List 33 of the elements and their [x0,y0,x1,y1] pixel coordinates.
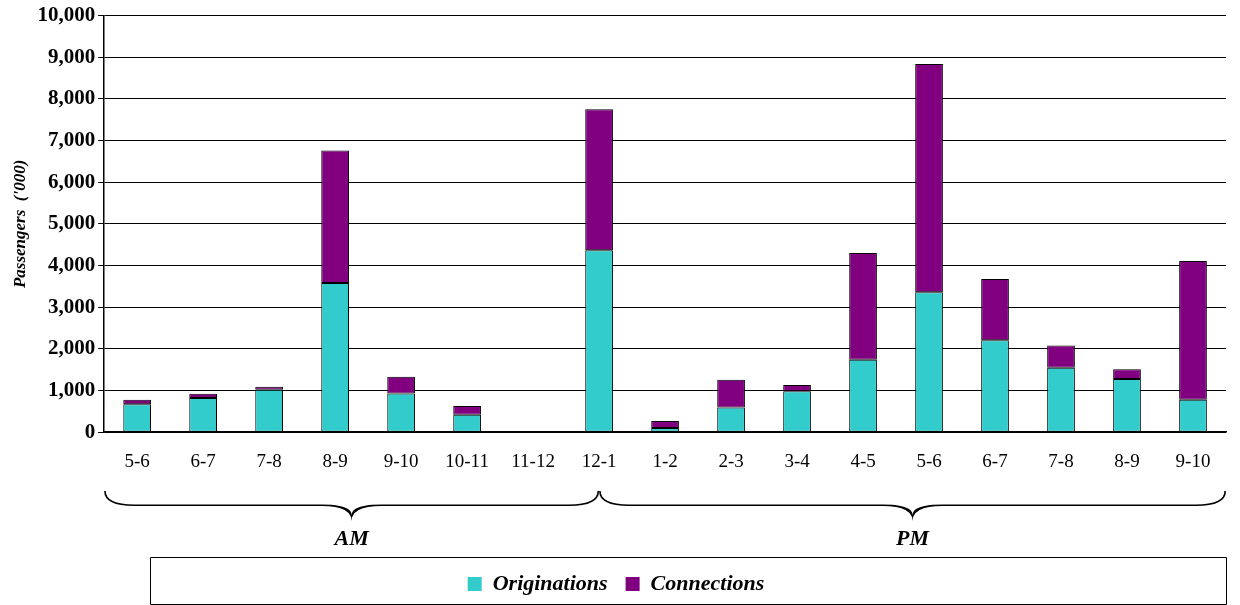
x-tick-label: 5-6 [916,449,942,471]
y-tick-label: 6,000 [47,168,96,193]
x-tick-label: 12-1 [581,449,617,471]
x-tick-label: 7-8 [1048,449,1074,471]
x-tick-label: 8-9 [322,449,348,471]
x-tick-label: 9-10 [1175,449,1211,471]
x-tick-label: 10-11 [445,449,489,471]
y-axis-title: Passengers ('000) [9,159,29,290]
legend-label: Connections [650,569,765,595]
y-tick-label: 10,000 [37,2,96,27]
x-tick-label: 6-7 [982,449,1008,471]
x-tick-label: 7-8 [256,449,282,471]
x-tick-label: 8-9 [1114,449,1140,471]
y-tick-label: 0 [84,418,96,443]
text: PM [896,525,930,551]
x-tick-label: 6-7 [190,449,216,471]
y-tick-label: 9,000 [47,43,96,68]
x-tick-label: 1-2 [652,449,678,471]
x-tick-label: 9-10 [383,449,419,471]
y-tick-label: 8,000 [47,85,96,110]
y-tick-label: 2,000 [47,335,96,360]
x-tick-label: 5-6 [124,449,150,471]
x-tick-label: 4-5 [850,449,876,471]
y-tick-label: 7,000 [47,127,96,151]
y-tick-label: 3,000 [47,293,96,318]
x-tick-label: 3-4 [784,449,811,471]
text: AM [334,525,369,551]
y-tick-label: 4,000 [47,251,96,276]
y-tick-label: 5,000 [47,210,96,235]
y-tick-label: 1,000 [47,376,96,401]
legend-label: Originations [492,569,608,595]
x-tick-label: 2-3 [718,449,744,471]
x-tick-label: 11-12 [511,449,555,471]
